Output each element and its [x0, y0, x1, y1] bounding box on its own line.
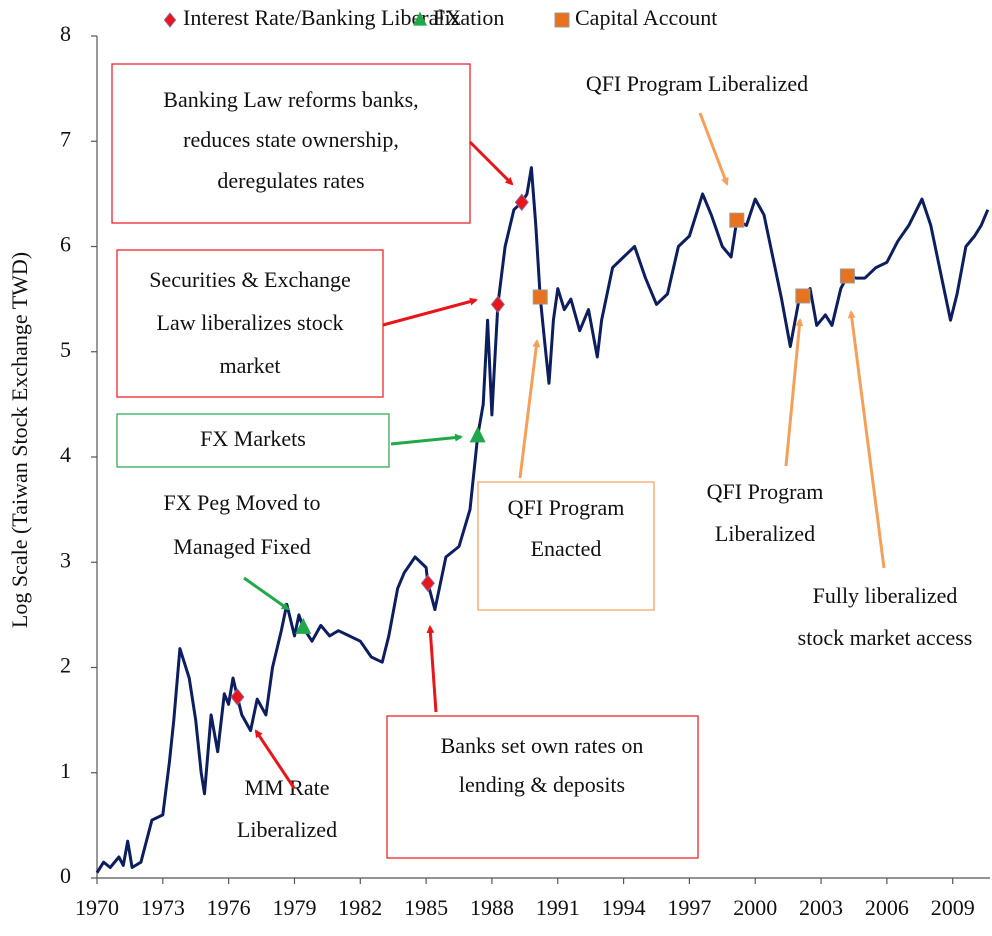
annotation-text: FX Peg Moved to	[163, 490, 320, 515]
annotation-arrow	[426, 625, 438, 713]
x-tick-label: 1991	[536, 895, 580, 920]
y-tick-label: 4	[60, 442, 71, 467]
y-tick-label: 1	[60, 758, 71, 783]
annotation-text: market	[219, 353, 280, 378]
annotation-arrow	[382, 297, 478, 327]
annotation-arrow	[390, 433, 463, 446]
event-marker	[839, 268, 855, 284]
x-tick-label: 1982	[338, 895, 382, 920]
x-tick-label: 1979	[272, 895, 316, 920]
annotation-arrow	[518, 339, 541, 479]
y-tick-label: 5	[60, 337, 71, 362]
event-marker	[420, 574, 435, 593]
annotation-arrow	[254, 729, 296, 789]
annotation-text: Managed Fixed	[173, 534, 310, 559]
annotation-text: Liberalized	[237, 817, 337, 842]
annotation-text: Banks set own rates on	[441, 733, 644, 758]
annotation-arrow	[243, 576, 290, 611]
y-tick-label: 7	[60, 126, 71, 151]
event-marker	[469, 426, 486, 443]
annotation-text: deregulates rates	[217, 168, 364, 193]
annotation-text: QFI Program	[707, 479, 824, 504]
annotation-text: Banking Law reforms banks,	[163, 87, 418, 112]
legend-label: Capital Account	[575, 5, 717, 30]
y-tick-label: 6	[60, 232, 71, 257]
legend-marker	[163, 12, 177, 28]
annotation-arrow	[698, 112, 729, 186]
event-marker	[729, 212, 745, 228]
event-marker	[295, 617, 312, 634]
annotation-text: QFI Program Liberalized	[586, 71, 808, 96]
x-tick-label: 2003	[799, 895, 843, 920]
event-marker	[514, 193, 529, 212]
annotation-box	[386, 715, 699, 859]
x-tick-label: 2009	[931, 895, 975, 920]
annotation-text: lending & deposits	[459, 772, 625, 797]
x-tick-label: 1973	[141, 895, 185, 920]
annotation-text: Fully liberalized	[813, 583, 958, 608]
annotation-arrow	[468, 140, 514, 186]
x-tick-label: 2000	[733, 895, 777, 920]
legend-marker	[413, 11, 427, 26]
index-line	[95, 166, 990, 874]
x-tick-label: 1985	[404, 895, 448, 920]
event-marker	[490, 295, 505, 314]
x-tick-label: 1994	[602, 895, 646, 920]
x-tick-label: 1988	[470, 895, 514, 920]
annotation-box	[116, 413, 390, 468]
annotation-arrow	[847, 310, 886, 569]
legend-marker	[554, 12, 570, 28]
y-axis-label: Log Scale (Taiwan Stock Exchange TWD)	[7, 252, 32, 628]
annotation-arrow	[784, 318, 804, 467]
annotation-text: stock market access	[798, 625, 973, 650]
event-marker	[795, 288, 811, 304]
annotation-text: Enacted	[531, 536, 602, 561]
legend-label: Interest Rate/Banking Liberalization	[183, 5, 504, 30]
event-marker	[532, 289, 548, 305]
annotation-box	[477, 481, 655, 611]
y-tick-label: 0	[60, 863, 71, 888]
y-tick-label: 3	[60, 547, 71, 572]
annotation-box	[116, 249, 384, 398]
x-tick-label: 1976	[207, 895, 251, 920]
x-tick-label: 1970	[75, 895, 119, 920]
y-tick-label: 2	[60, 653, 71, 678]
x-tick-label: 2006	[865, 895, 909, 920]
y-tick-label: 8	[60, 21, 71, 46]
annotation-text: QFI Program	[508, 495, 625, 520]
annotation-text: Liberalized	[715, 521, 815, 546]
annotation-text: Law liberalizes stock	[157, 310, 344, 335]
annotation-text: reduces state ownership,	[183, 127, 399, 152]
annotation-text: FX Markets	[200, 426, 306, 451]
event-marker	[230, 688, 245, 706]
annotation-text: Securities & Exchange	[149, 267, 351, 292]
legend-label: FX	[433, 5, 461, 30]
x-tick-label: 1997	[667, 895, 711, 920]
annotation-box	[111, 63, 471, 224]
